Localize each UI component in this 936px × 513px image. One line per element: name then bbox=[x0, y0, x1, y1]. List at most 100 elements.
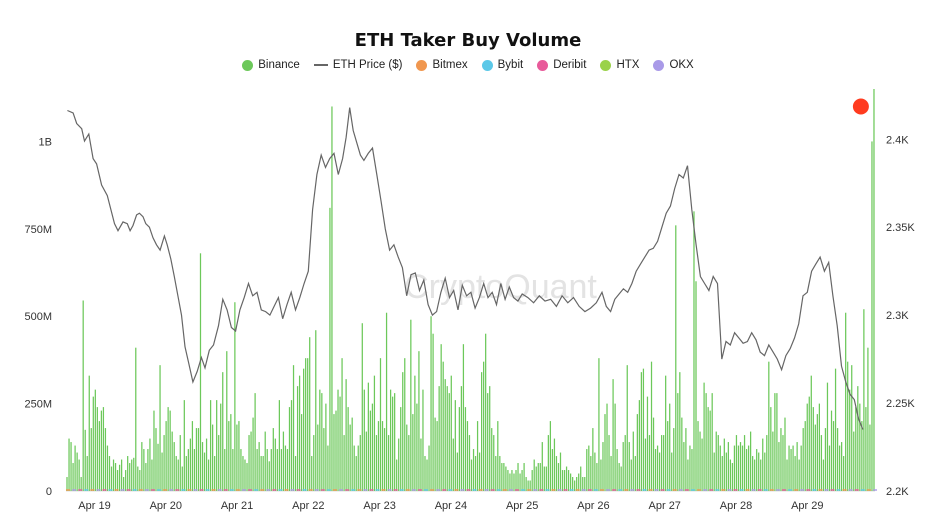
bar bbox=[834, 368, 837, 491]
bar bbox=[685, 428, 687, 491]
bar bbox=[707, 407, 709, 491]
bar bbox=[387, 435, 390, 491]
bar bbox=[828, 445, 831, 491]
bar bbox=[547, 435, 549, 491]
legend-item-bybit[interactable]: Bybit bbox=[481, 59, 523, 71]
bar bbox=[604, 414, 606, 491]
bar-base-strip bbox=[229, 489, 234, 491]
bar-base-strip bbox=[235, 489, 240, 491]
x-tick-label: Apr 25 bbox=[506, 500, 538, 512]
bar bbox=[242, 456, 244, 491]
bar bbox=[102, 407, 105, 491]
bar bbox=[444, 379, 446, 491]
bar bbox=[282, 431, 285, 491]
bar bbox=[357, 445, 359, 491]
bar bbox=[501, 463, 503, 491]
bar-base-strip bbox=[830, 489, 835, 491]
bar bbox=[521, 470, 523, 491]
bar bbox=[541, 442, 543, 491]
bar bbox=[201, 442, 204, 491]
bar bbox=[214, 456, 216, 491]
bar bbox=[630, 459, 632, 491]
bar bbox=[788, 445, 790, 491]
bar bbox=[149, 438, 151, 491]
bar bbox=[766, 435, 768, 491]
bar bbox=[185, 456, 187, 491]
bar bbox=[278, 400, 280, 491]
bar-base-strip bbox=[508, 489, 513, 491]
legend-label: Deribit bbox=[553, 59, 587, 71]
bar-base-strip bbox=[290, 489, 295, 491]
bar bbox=[173, 442, 175, 491]
y-right-tick-label: 2.4K bbox=[886, 134, 909, 146]
bar bbox=[620, 466, 622, 491]
bar-base-strip bbox=[842, 489, 847, 491]
bar-base-strip bbox=[363, 489, 368, 491]
bar bbox=[468, 435, 471, 491]
bar bbox=[86, 456, 88, 491]
bar bbox=[404, 358, 406, 491]
legend-item-bitmex[interactable]: Bitmex bbox=[416, 59, 468, 71]
legend-item-binance[interactable]: Binance bbox=[242, 59, 300, 71]
bar bbox=[576, 477, 578, 491]
bar bbox=[406, 424, 408, 491]
bar bbox=[472, 449, 475, 491]
latest-point-marker bbox=[852, 98, 869, 115]
bar-base-strip bbox=[533, 489, 538, 491]
bar bbox=[125, 470, 127, 491]
bar bbox=[843, 456, 845, 491]
bar bbox=[466, 421, 469, 491]
legend-item-deribit[interactable]: Deribit bbox=[537, 59, 586, 71]
bar-base-strip bbox=[854, 489, 859, 491]
bar bbox=[141, 442, 143, 491]
bar bbox=[153, 410, 155, 491]
bar-base-strip bbox=[181, 489, 186, 491]
bar-base-strip bbox=[284, 489, 289, 491]
bar-base-strip bbox=[399, 489, 404, 491]
bar bbox=[764, 452, 766, 491]
bar bbox=[398, 438, 400, 491]
bar-base-strip bbox=[545, 489, 550, 491]
bar bbox=[709, 410, 711, 491]
bar bbox=[743, 435, 746, 491]
legend-item-eth-price[interactable]: ETH Price ($) bbox=[313, 59, 402, 71]
bar-base-strip bbox=[144, 489, 149, 491]
bar bbox=[776, 393, 778, 491]
bar-base-strip bbox=[818, 489, 823, 491]
bar bbox=[845, 312, 847, 491]
bar bbox=[424, 456, 426, 491]
bar-base-strip bbox=[345, 489, 350, 491]
bar bbox=[499, 456, 501, 491]
bar bbox=[705, 393, 707, 491]
bar bbox=[563, 470, 566, 491]
bar bbox=[349, 424, 351, 491]
bar bbox=[578, 473, 580, 491]
bar bbox=[400, 407, 402, 491]
bar bbox=[612, 379, 614, 491]
legend-item-okx[interactable]: OKX bbox=[653, 59, 694, 71]
legend-item-htx[interactable]: HTX bbox=[600, 59, 639, 71]
bar bbox=[741, 445, 744, 491]
bar bbox=[171, 431, 173, 491]
bar bbox=[177, 459, 179, 491]
bar bbox=[610, 456, 612, 491]
bar bbox=[474, 456, 477, 491]
bar bbox=[78, 459, 80, 491]
bar bbox=[187, 449, 189, 491]
bar bbox=[155, 428, 157, 491]
bar bbox=[106, 445, 109, 491]
bar-base-strip bbox=[812, 489, 817, 491]
bar-base-strip bbox=[66, 489, 71, 491]
bar bbox=[830, 410, 833, 491]
bar bbox=[232, 449, 234, 491]
bar-base-strip bbox=[648, 489, 653, 491]
bar bbox=[557, 463, 560, 491]
bar bbox=[810, 375, 812, 491]
bar-base-strip bbox=[381, 489, 386, 491]
bar-base-strip bbox=[636, 489, 641, 491]
bar bbox=[147, 449, 149, 491]
bar-base-strip bbox=[448, 489, 453, 491]
bar bbox=[794, 456, 796, 491]
bar bbox=[209, 400, 212, 491]
